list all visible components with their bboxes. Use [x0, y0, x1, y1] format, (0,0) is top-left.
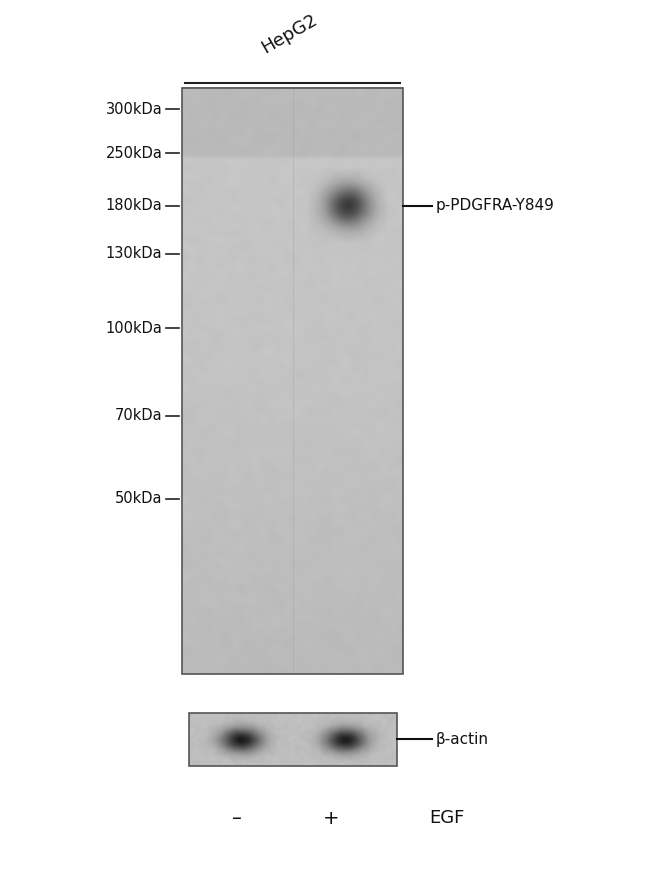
- Bar: [188, 713, 396, 766]
- Text: EGF: EGF: [429, 809, 464, 827]
- Text: 250kDa: 250kDa: [105, 145, 162, 161]
- Bar: [182, 88, 403, 674]
- Text: 130kDa: 130kDa: [106, 246, 162, 262]
- Text: p-PDGFRA-Y849: p-PDGFRA-Y849: [436, 198, 554, 214]
- Text: +: +: [323, 808, 340, 828]
- Text: 100kDa: 100kDa: [105, 320, 162, 336]
- Text: β-actin: β-actin: [436, 732, 489, 747]
- Text: 50kDa: 50kDa: [115, 491, 162, 507]
- Text: –: –: [232, 808, 242, 828]
- Text: 70kDa: 70kDa: [115, 408, 162, 423]
- Text: 180kDa: 180kDa: [106, 198, 162, 214]
- Text: 300kDa: 300kDa: [106, 102, 162, 117]
- Text: HepG2: HepG2: [258, 10, 320, 57]
